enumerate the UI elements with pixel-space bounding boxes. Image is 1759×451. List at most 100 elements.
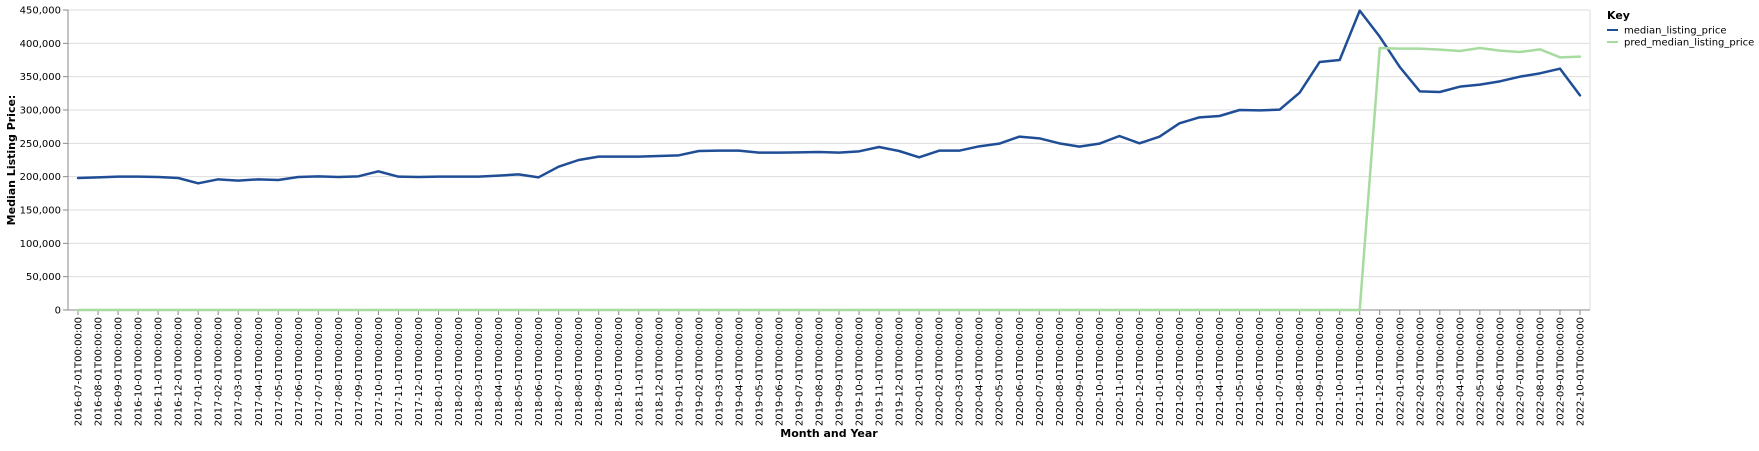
x-tick-label: 2020-08-01T00:00:00 [1055, 317, 1066, 426]
series-layer [76, 9, 1582, 312]
x-tick-label: 2017-02-01T00:00:00 [214, 317, 225, 426]
x-tick-label: 2019-05-01T00:00:00 [754, 317, 765, 426]
x-tick-label: 2022-08-01T00:00:00 [1535, 317, 1546, 426]
x-tick-label: 2016-08-01T00:00:00 [94, 317, 105, 426]
x-tick-label: 2020-02-01T00:00:00 [935, 317, 946, 426]
x-tick-label: 2021-02-01T00:00:00 [1175, 317, 1186, 426]
x-tick-label: 2019-11-01T00:00:00 [875, 317, 886, 426]
y-tick-label: 450,000 [20, 6, 61, 17]
x-tick-label: 2021-03-01T00:00:00 [1195, 317, 1206, 426]
x-tick-label: 2021-12-01T00:00:00 [1375, 317, 1386, 426]
x-tick-label: 2020-09-01T00:00:00 [1075, 317, 1086, 426]
x-tick-label: 2019-10-01T00:00:00 [855, 317, 866, 426]
legend-title: Key [1607, 9, 1630, 22]
legend-items: median_listing_pricepred_median_listing_… [1607, 26, 1754, 49]
x-tick-label: 2016-11-01T00:00:00 [154, 317, 165, 426]
x-tick-label: 2019-06-01T00:00:00 [774, 317, 785, 426]
x-tick-label: 2019-12-01T00:00:00 [895, 317, 906, 426]
x-tick-label: 2022-02-01T00:00:00 [1415, 317, 1426, 426]
y-tick-label: 250,000 [20, 139, 61, 150]
y-tick-label: 0 [55, 306, 61, 317]
x-tick-label: 2017-08-01T00:00:00 [334, 317, 345, 426]
x-tick-label: 2018-06-01T00:00:00 [534, 317, 545, 426]
x-tick-label: 2020-04-01T00:00:00 [975, 317, 986, 426]
axis-layer: 0 50,000 100,000 150,000 200,000 250,000 300,0… [20, 6, 1590, 426]
x-tick-label: 2020-06-01T00:00:00 [1015, 317, 1026, 426]
x-tick-label: 2018-04-01T00:00:00 [494, 317, 505, 426]
x-tick-label: 2022-10-01T00:00:00 [1575, 317, 1586, 426]
x-tick-label: 2020-01-01T00:00:00 [915, 317, 926, 426]
x-tick-label: 2022-06-01T00:00:00 [1495, 317, 1506, 426]
y-tick-label: 300,000 [20, 106, 61, 117]
x-tick-label: 2019-08-01T00:00:00 [814, 317, 825, 426]
x-tick-label: 2016-12-01T00:00:00 [174, 317, 185, 426]
x-tick-label: 2019-07-01T00:00:00 [794, 317, 805, 426]
x-tick-label: 2018-03-01T00:00:00 [474, 317, 485, 426]
x-tick-label: 2021-09-01T00:00:00 [1315, 317, 1326, 426]
x-tick-label: 2020-03-01T00:00:00 [955, 317, 966, 426]
x-tick-label: 2021-08-01T00:00:00 [1295, 317, 1306, 426]
x-tick-label: 2022-07-01T00:00:00 [1515, 317, 1526, 426]
legend-label: median_listing_price [1624, 26, 1727, 37]
y-tick-label: 100,000 [20, 239, 61, 250]
x-tick-label: 2017-12-01T00:00:00 [414, 317, 425, 426]
x-tick-label: 2019-09-01T00:00:00 [835, 317, 846, 426]
x-tick-label: 2021-04-01T00:00:00 [1215, 317, 1226, 426]
x-tick-label: 2018-10-01T00:00:00 [614, 317, 625, 426]
x-tick-label: 2021-11-01T00:00:00 [1355, 317, 1366, 426]
series-line-median_listing_price [76, 9, 1582, 185]
y-tick-label: 350,000 [20, 72, 61, 83]
x-tick-label: 2020-11-01T00:00:00 [1115, 317, 1126, 426]
x-tick-label: 2018-08-01T00:00:00 [574, 317, 585, 426]
x-tick-label: 2020-12-01T00:00:00 [1135, 317, 1146, 426]
x-tick-label: 2018-02-01T00:00:00 [454, 317, 465, 426]
x-tick-label: 2019-01-01T00:00:00 [674, 317, 685, 426]
x-tick-label: 2022-04-01T00:00:00 [1455, 317, 1466, 426]
x-axis-title: Month and Year [780, 427, 878, 440]
y-tick-label: 150,000 [20, 206, 61, 217]
x-tick-label: 2016-09-01T00:00:00 [114, 317, 125, 426]
y-tick-label: 50,000 [26, 272, 61, 283]
x-tick-label: 2022-01-01T00:00:00 [1395, 317, 1406, 426]
x-tick-label: 2021-01-01T00:00:00 [1155, 317, 1166, 426]
x-tick-label: 2019-04-01T00:00:00 [734, 317, 745, 426]
y-axis-title: Median Listing Price: [5, 95, 18, 226]
x-tick-label: 2022-09-01T00:00:00 [1555, 317, 1566, 426]
x-tick-label: 2021-07-01T00:00:00 [1275, 317, 1286, 426]
x-tick-label: 2022-03-01T00:00:00 [1435, 317, 1446, 426]
x-tick-label: 2018-01-01T00:00:00 [434, 317, 445, 426]
x-tick-label: 2018-12-01T00:00:00 [654, 317, 665, 426]
x-tick-label: 2017-10-01T00:00:00 [374, 317, 385, 426]
x-tick-label: 2018-09-01T00:00:00 [594, 317, 605, 426]
x-tick-label: 2021-05-01T00:00:00 [1235, 317, 1246, 426]
y-tick-label: 400,000 [20, 39, 61, 50]
x-tick-label: 2017-04-01T00:00:00 [254, 317, 265, 426]
y-tick-label: 200,000 [20, 172, 61, 183]
x-tick-label: 2022-05-01T00:00:00 [1475, 317, 1486, 426]
x-tick-label: 2021-10-01T00:00:00 [1335, 317, 1346, 426]
grid-layer [68, 9, 1591, 311]
legend-label: pred_median_listing_price [1624, 38, 1754, 49]
x-tick-label: 2018-05-01T00:00:00 [514, 317, 525, 426]
legend: Key median_listing_pricepred_median_list… [1607, 9, 1754, 49]
series-line-pred_median_listing_price [76, 46, 1582, 312]
x-tick-label: 2018-11-01T00:00:00 [634, 317, 645, 426]
x-tick-label: 2017-06-01T00:00:00 [294, 317, 305, 426]
x-tick-label: 2017-05-01T00:00:00 [274, 317, 285, 426]
x-tick-label: 2017-07-01T00:00:00 [314, 317, 325, 426]
x-tick-label: 2016-10-01T00:00:00 [134, 317, 145, 426]
x-tick-label: 2017-11-01T00:00:00 [394, 317, 405, 426]
x-tick-label: 2020-07-01T00:00:00 [1035, 317, 1046, 426]
x-tick-label: 2018-07-01T00:00:00 [554, 317, 565, 426]
x-tick-label: 2016-07-01T00:00:00 [74, 317, 85, 426]
x-tick-label: 2020-05-01T00:00:00 [995, 317, 1006, 426]
x-tick-label: 2019-02-01T00:00:00 [694, 317, 705, 426]
x-tick-label: 2019-03-01T00:00:00 [714, 317, 725, 426]
x-tick-label: 2017-03-01T00:00:00 [234, 317, 245, 426]
x-tick-label: 2017-01-01T00:00:00 [194, 317, 205, 426]
x-tick-label: 2017-09-01T00:00:00 [354, 317, 365, 426]
x-tick-label: 2020-10-01T00:00:00 [1095, 317, 1106, 426]
x-tick-label: 2021-06-01T00:00:00 [1255, 317, 1266, 426]
